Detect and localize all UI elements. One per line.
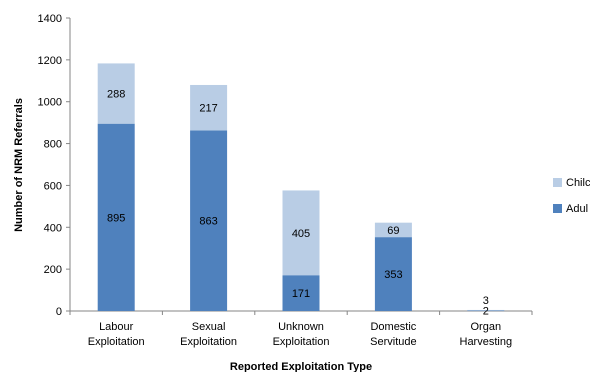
- y-tick-label: 0: [56, 306, 62, 318]
- x-tick-label: Organ: [471, 321, 502, 333]
- x-tick-label: Labour: [99, 321, 134, 333]
- y-tick-label: 200: [44, 264, 62, 276]
- bar-adult: [467, 310, 505, 312]
- x-tick-label: Harvesting: [460, 336, 513, 348]
- x-tick-label: Sexual: [192, 321, 226, 333]
- bar-adult: [282, 275, 320, 311]
- bar-adult: [190, 130, 228, 311]
- data-label: 217: [199, 103, 217, 115]
- bar-child: [190, 84, 228, 131]
- x-tick-label: Exploitation: [180, 336, 237, 348]
- x-axis: Labour Exploitation Sexual Exploitation Unkn…: [69, 310, 533, 348]
- y-tick-label: 400: [44, 222, 62, 234]
- x-tick-label: Domestic: [370, 321, 416, 333]
- x-tick-label: Servitude: [370, 336, 416, 348]
- bar-child: [282, 190, 320, 276]
- bar-child: [374, 222, 412, 238]
- data-label: 863: [199, 216, 217, 228]
- data-label: 69: [387, 225, 399, 237]
- data-label: 3: [483, 295, 489, 307]
- y-tick-label: 1200: [38, 55, 62, 67]
- data-label: 405: [292, 228, 310, 240]
- data-label: 353: [384, 269, 402, 281]
- bar-child: [97, 63, 135, 124]
- data-label: 171: [292, 288, 310, 300]
- data-labels: 895 288 863 217 171 405 353 69 23: [107, 89, 489, 318]
- legend-swatch-adult: [553, 204, 562, 213]
- legend-label: Chilc: [566, 177, 590, 189]
- data-label: 895: [107, 212, 125, 224]
- legend-swatch-child: [553, 178, 562, 187]
- y-tick-label: 1400: [38, 13, 62, 25]
- bar-adult: [97, 123, 135, 311]
- bar-child: [467, 309, 505, 311]
- legend: Chilc Adul: [553, 177, 590, 215]
- data-label: 288: [107, 89, 125, 101]
- y-tick-label: 600: [44, 180, 62, 192]
- x-tick-label: Exploitation: [273, 336, 330, 348]
- bars: [97, 63, 505, 312]
- data-label: 2: [483, 306, 489, 318]
- bar-adult: [374, 237, 412, 311]
- x-tick-label: Unknown: [278, 321, 324, 333]
- y-axis-title: Number of NRM Referrals: [13, 98, 25, 232]
- y-tick-label: 1000: [38, 97, 62, 109]
- y-tick-label: 800: [44, 139, 62, 151]
- y-axis: 0 200 400 600 800 1000 1200 1400: [38, 13, 71, 318]
- x-axis-title: Reported Exploitation Type: [230, 361, 372, 372]
- legend-label: Adul: [566, 203, 588, 215]
- x-tick-label: Exploitation: [88, 336, 145, 348]
